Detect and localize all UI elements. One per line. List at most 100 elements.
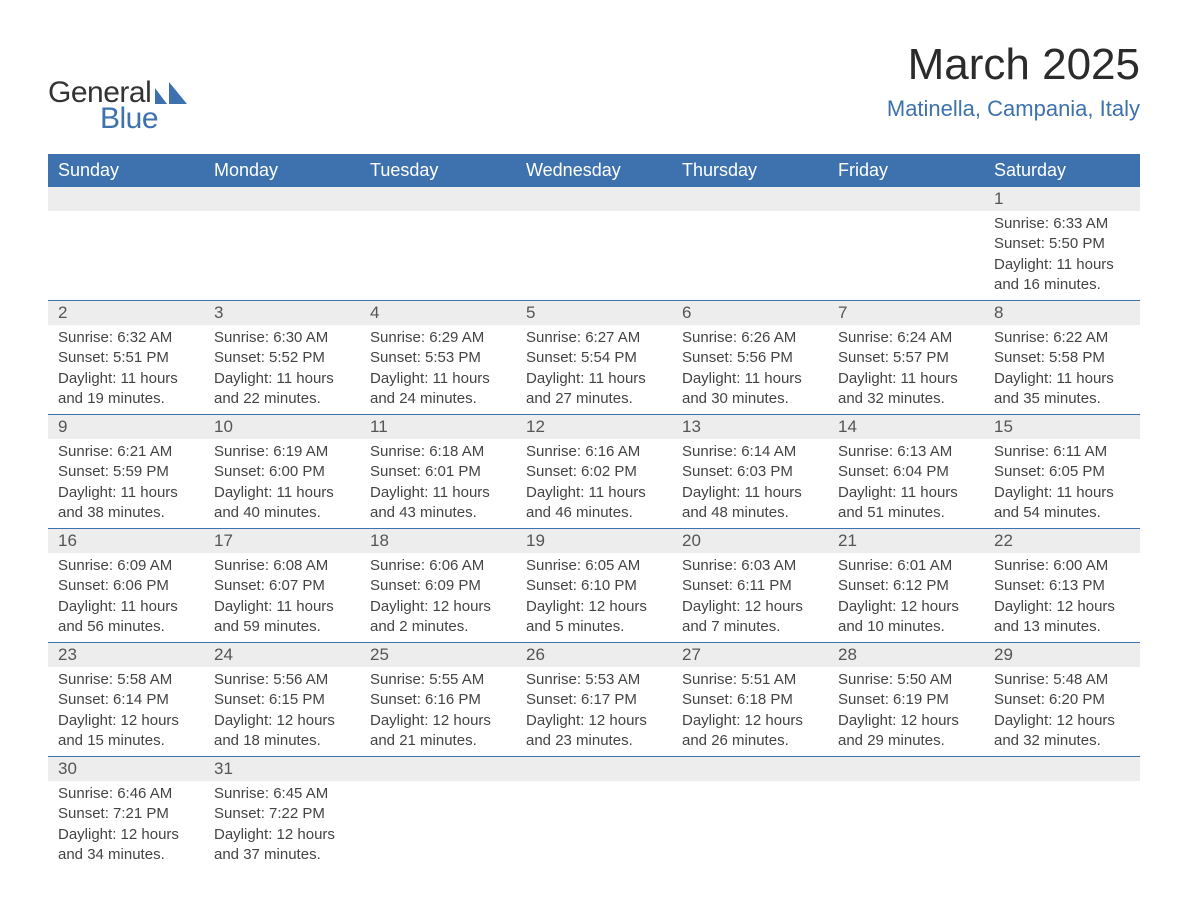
day-detail-cell (828, 781, 984, 870)
day-detail-cell (516, 781, 672, 870)
title-block: March 2025 Matinella, Campania, Italy (887, 40, 1140, 122)
day-number-cell: 12 (516, 415, 672, 440)
day-detail-cell: Sunrise: 5:48 AMSunset: 6:20 PMDaylight:… (984, 667, 1140, 757)
day-detail-cell (984, 781, 1140, 870)
day-detail-cell (672, 211, 828, 301)
day-detail-cell (360, 781, 516, 870)
day-number-cell: 3 (204, 301, 360, 326)
day-number-cell: 20 (672, 529, 828, 554)
day-detail-cell (516, 211, 672, 301)
day-header: Thursday (672, 154, 828, 187)
logo-shape-icon (155, 82, 187, 109)
day-detail-cell: Sunrise: 6:46 AMSunset: 7:21 PMDaylight:… (48, 781, 204, 870)
day-number-cell: 26 (516, 643, 672, 668)
day-number-cell: 21 (828, 529, 984, 554)
daynum-row: 3031 (48, 757, 1140, 782)
day-detail-cell (48, 211, 204, 301)
day-header: Friday (828, 154, 984, 187)
day-detail-cell: Sunrise: 6:09 AMSunset: 6:06 PMDaylight:… (48, 553, 204, 643)
detail-row: Sunrise: 6:32 AMSunset: 5:51 PMDaylight:… (48, 325, 1140, 415)
day-number-cell: 9 (48, 415, 204, 440)
day-number-cell: 16 (48, 529, 204, 554)
day-detail-cell: Sunrise: 6:00 AMSunset: 6:13 PMDaylight:… (984, 553, 1140, 643)
day-number-cell: 19 (516, 529, 672, 554)
day-number-cell: 7 (828, 301, 984, 326)
day-detail-cell: Sunrise: 6:29 AMSunset: 5:53 PMDaylight:… (360, 325, 516, 415)
day-detail-cell: Sunrise: 6:24 AMSunset: 5:57 PMDaylight:… (828, 325, 984, 415)
day-detail-cell (672, 781, 828, 870)
day-number-cell: 30 (48, 757, 204, 782)
day-number-cell: 4 (360, 301, 516, 326)
day-detail-cell: Sunrise: 6:16 AMSunset: 6:02 PMDaylight:… (516, 439, 672, 529)
day-detail-cell: Sunrise: 6:32 AMSunset: 5:51 PMDaylight:… (48, 325, 204, 415)
detail-row: Sunrise: 6:33 AMSunset: 5:50 PMDaylight:… (48, 211, 1140, 301)
day-detail-cell: Sunrise: 6:11 AMSunset: 6:05 PMDaylight:… (984, 439, 1140, 529)
day-detail-cell: Sunrise: 6:18 AMSunset: 6:01 PMDaylight:… (360, 439, 516, 529)
daynum-row: 2345678 (48, 301, 1140, 326)
day-detail-cell: Sunrise: 6:27 AMSunset: 5:54 PMDaylight:… (516, 325, 672, 415)
day-detail-cell: Sunrise: 5:53 AMSunset: 6:17 PMDaylight:… (516, 667, 672, 757)
day-number-cell: 13 (672, 415, 828, 440)
page-header: General Blue March 2025 Matinella, Campa… (48, 40, 1140, 136)
day-number-cell: 27 (672, 643, 828, 668)
day-detail-cell: Sunrise: 6:14 AMSunset: 6:03 PMDaylight:… (672, 439, 828, 529)
day-detail-cell (828, 211, 984, 301)
day-number-cell: 23 (48, 643, 204, 668)
day-number-cell (672, 757, 828, 782)
day-number-cell: 6 (672, 301, 828, 326)
day-detail-cell: Sunrise: 6:26 AMSunset: 5:56 PMDaylight:… (672, 325, 828, 415)
day-number-cell: 11 (360, 415, 516, 440)
daynum-row: 16171819202122 (48, 529, 1140, 554)
day-number-cell: 14 (828, 415, 984, 440)
day-detail-cell: Sunrise: 5:50 AMSunset: 6:19 PMDaylight:… (828, 667, 984, 757)
day-detail-cell: Sunrise: 6:06 AMSunset: 6:09 PMDaylight:… (360, 553, 516, 643)
day-detail-cell: Sunrise: 6:33 AMSunset: 5:50 PMDaylight:… (984, 211, 1140, 301)
detail-row: Sunrise: 5:58 AMSunset: 6:14 PMDaylight:… (48, 667, 1140, 757)
day-number-cell: 2 (48, 301, 204, 326)
day-detail-cell: Sunrise: 5:51 AMSunset: 6:18 PMDaylight:… (672, 667, 828, 757)
day-detail-cell: Sunrise: 5:55 AMSunset: 6:16 PMDaylight:… (360, 667, 516, 757)
day-number-cell: 10 (204, 415, 360, 440)
day-number-cell (360, 757, 516, 782)
day-detail-cell: Sunrise: 6:08 AMSunset: 6:07 PMDaylight:… (204, 553, 360, 643)
detail-row: Sunrise: 6:09 AMSunset: 6:06 PMDaylight:… (48, 553, 1140, 643)
day-header-row: Sunday Monday Tuesday Wednesday Thursday… (48, 154, 1140, 187)
day-number-cell: 1 (984, 187, 1140, 211)
location: Matinella, Campania, Italy (887, 96, 1140, 122)
detail-row: Sunrise: 6:21 AMSunset: 5:59 PMDaylight:… (48, 439, 1140, 529)
day-detail-cell: Sunrise: 6:19 AMSunset: 6:00 PMDaylight:… (204, 439, 360, 529)
daynum-row: 23242526272829 (48, 643, 1140, 668)
day-header: Tuesday (360, 154, 516, 187)
day-number-cell: 18 (360, 529, 516, 554)
day-detail-cell: Sunrise: 6:05 AMSunset: 6:10 PMDaylight:… (516, 553, 672, 643)
day-number-cell: 15 (984, 415, 1140, 440)
day-detail-cell (204, 211, 360, 301)
day-number-cell: 5 (516, 301, 672, 326)
day-number-cell (828, 757, 984, 782)
day-detail-cell: Sunrise: 6:22 AMSunset: 5:58 PMDaylight:… (984, 325, 1140, 415)
day-detail-cell: Sunrise: 6:01 AMSunset: 6:12 PMDaylight:… (828, 553, 984, 643)
day-number-cell: 8 (984, 301, 1140, 326)
day-header: Saturday (984, 154, 1140, 187)
day-number-cell (984, 757, 1140, 782)
day-number-cell: 29 (984, 643, 1140, 668)
day-number-cell (672, 187, 828, 211)
day-number-cell: 22 (984, 529, 1140, 554)
day-header: Wednesday (516, 154, 672, 187)
daynum-row: 9101112131415 (48, 415, 1140, 440)
day-detail-cell: Sunrise: 5:58 AMSunset: 6:14 PMDaylight:… (48, 667, 204, 757)
day-detail-cell: Sunrise: 6:21 AMSunset: 5:59 PMDaylight:… (48, 439, 204, 529)
day-header: Monday (204, 154, 360, 187)
day-number-cell (360, 187, 516, 211)
day-number-cell (516, 187, 672, 211)
day-detail-cell: Sunrise: 5:56 AMSunset: 6:15 PMDaylight:… (204, 667, 360, 757)
calendar-table: Sunday Monday Tuesday Wednesday Thursday… (48, 154, 1140, 870)
day-detail-cell: Sunrise: 6:30 AMSunset: 5:52 PMDaylight:… (204, 325, 360, 415)
month-title: March 2025 (887, 40, 1140, 90)
day-header: Sunday (48, 154, 204, 187)
logo-text-blue: Blue (100, 102, 158, 136)
day-number-cell (516, 757, 672, 782)
daynum-row: 1 (48, 187, 1140, 211)
day-detail-cell: Sunrise: 6:13 AMSunset: 6:04 PMDaylight:… (828, 439, 984, 529)
day-number-cell: 28 (828, 643, 984, 668)
